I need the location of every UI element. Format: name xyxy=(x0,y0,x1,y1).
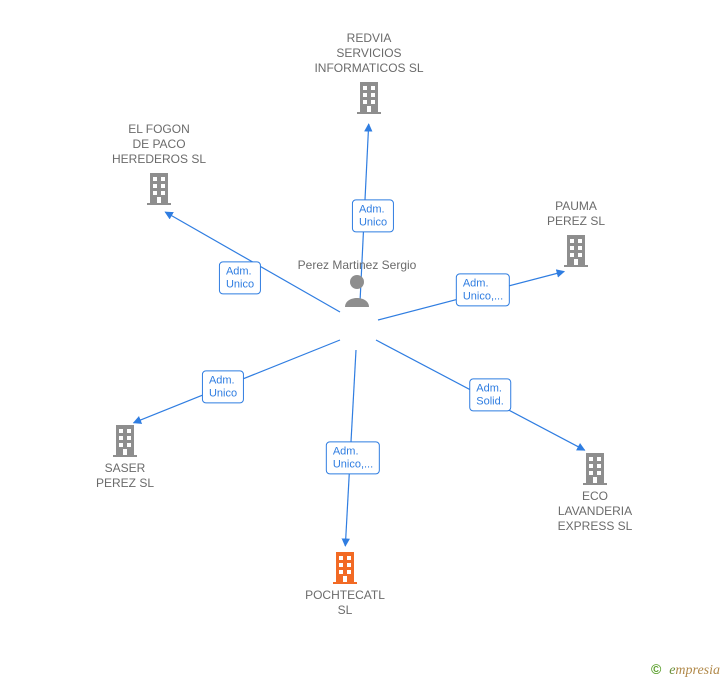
building-icon xyxy=(354,80,384,114)
edge-line xyxy=(134,340,340,423)
edge-line xyxy=(345,350,356,546)
company-node-pochtecatl: POCHTECATLSL xyxy=(275,550,415,618)
company-node-saser: SASERPEREZ SL xyxy=(55,423,195,491)
edge-badge: Adm. Unico xyxy=(352,199,394,232)
company-label: REDVIASERVICIOSINFORMATICOS SL xyxy=(299,31,439,76)
company-node-redvia: REDVIASERVICIOSINFORMATICOS SL xyxy=(299,31,439,114)
edge-badge: Adm. Unico,... xyxy=(456,273,510,306)
edge-badge: Adm. Unico xyxy=(202,370,244,403)
edge-line xyxy=(376,340,585,450)
edge-badge: Adm. Unico,... xyxy=(326,441,380,474)
company-label: SASERPEREZ SL xyxy=(55,461,195,491)
brand-name: empresia xyxy=(669,663,720,678)
diagram-canvas: Perez Martinez Sergio REDVIASERVICIOSINF… xyxy=(0,0,728,685)
company-node-eco: ECOLAVANDERIAEXPRESS SL xyxy=(525,451,665,534)
company-node-pauma: PAUMAPEREZ SL xyxy=(506,199,646,267)
building-icon xyxy=(561,233,591,267)
edge-badge: Adm. Unico xyxy=(219,261,261,294)
company-label: POCHTECATLSL xyxy=(275,588,415,618)
company-label: EL FOGONDE PACOHEREDEROS SL xyxy=(89,122,229,167)
edge-badge: Adm. Solid. xyxy=(469,378,511,411)
center-person-label: Perez Martinez Sergio xyxy=(297,258,417,273)
person-icon xyxy=(342,273,372,307)
building-icon xyxy=(330,550,360,584)
copyright-symbol: © xyxy=(651,661,661,677)
company-label: ECOLAVANDERIAEXPRESS SL xyxy=(525,489,665,534)
building-icon xyxy=(580,451,610,485)
company-label: PAUMAPEREZ SL xyxy=(506,199,646,229)
center-person-node: Perez Martinez Sergio xyxy=(297,258,417,311)
watermark: © empresia xyxy=(651,661,720,679)
company-node-fogon: EL FOGONDE PACOHEREDEROS SL xyxy=(89,122,229,205)
building-icon xyxy=(144,171,174,205)
building-icon xyxy=(110,423,140,457)
